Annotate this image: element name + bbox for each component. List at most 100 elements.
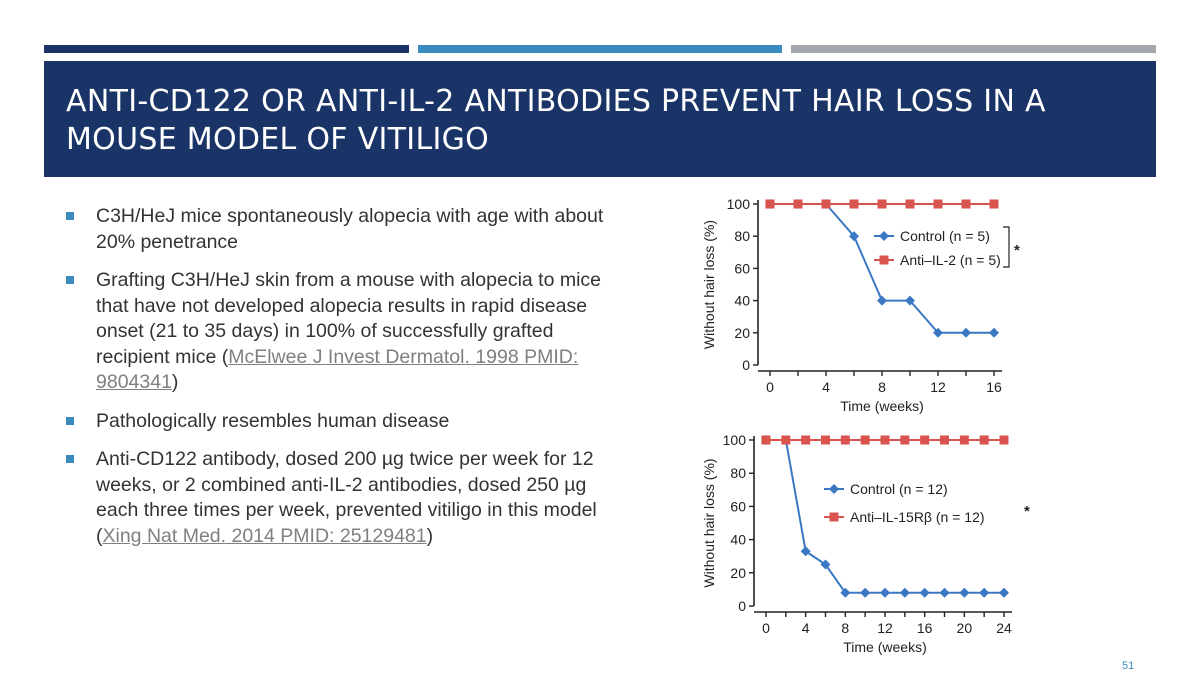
data-point — [999, 435, 1009, 445]
y-tick-label: 60 — [734, 260, 750, 276]
data-point — [765, 199, 775, 209]
significance-bracket — [1003, 226, 1010, 268]
y-tick-label: 60 — [730, 498, 746, 514]
data-point — [880, 435, 890, 445]
hair-loss-chart-il2: 0 20 40 60 80 100 0 4 8 12 16 Time (weeks) Without h… — [698, 185, 1030, 417]
data-point — [821, 199, 831, 209]
data-point — [961, 327, 971, 338]
accent-bar-blue — [418, 45, 782, 53]
data-point — [905, 199, 915, 209]
slide-title: ANTI-CD122 OR ANTI-IL-2 ANTIBODIES PREVE… — [66, 84, 1046, 157]
x-tick-label: 16 — [986, 379, 1002, 395]
data-point — [989, 327, 999, 338]
data-point — [959, 435, 969, 445]
legend-marker — [829, 512, 839, 522]
data-point — [919, 587, 930, 598]
bullet-item: C3H/HeJ mice spontaneously alopecia with… — [66, 204, 606, 255]
data-point — [800, 546, 811, 557]
data-point — [939, 587, 950, 598]
data-point — [979, 435, 989, 445]
data-point — [821, 435, 830, 445]
bullet-item: Grafting C3H/HeJ skin from a mouse with … — [66, 268, 606, 396]
data-point — [793, 199, 803, 209]
data-point — [877, 199, 887, 209]
citation-link[interactable]: McElwee J Invest Dermatol. 1998 PMID: 98… — [96, 345, 579, 394]
bullet-text: C3H/HeJ mice spontaneously alopecia with… — [96, 205, 604, 253]
x-tick-label: 12 — [877, 620, 893, 636]
data-point — [849, 199, 859, 209]
data-point — [959, 587, 970, 598]
series-line — [770, 203, 994, 334]
legend-marker — [829, 484, 839, 494]
bullet-square-icon — [66, 455, 74, 463]
bullet-item: Pathologically resembles human disease — [66, 409, 606, 435]
data-point — [940, 435, 949, 445]
y-tick-label: 0 — [742, 357, 750, 373]
legend-marker — [879, 255, 889, 265]
chart-svg-il15rb: 0 20 40 60 80 100 0 4 8 12 16 20 24 Time (weeks) Witho… — [701, 432, 1042, 655]
bullet-square-icon — [66, 212, 74, 220]
x-tick-label: 8 — [878, 379, 886, 395]
data-point — [849, 231, 859, 242]
data-point — [979, 587, 990, 598]
y-tick-label: 40 — [734, 293, 750, 309]
legend-label: Control (n = 12) — [850, 481, 948, 497]
data-point — [860, 587, 871, 598]
citation-link[interactable]: Xing Nat Med. 2014 PMID: 25129481 — [102, 524, 427, 547]
bullet-text: Pathologically resembles human disease — [96, 409, 450, 432]
data-point — [961, 199, 971, 209]
legend-marker — [879, 231, 889, 241]
data-point — [933, 199, 943, 209]
y-tick-label: 0 — [738, 598, 746, 614]
y-axis-label: Without hair loss (%) — [701, 458, 717, 587]
x-tick-label: 4 — [802, 620, 810, 636]
legend-label: Anti–IL-2 (n = 5) — [900, 252, 1001, 268]
title-band: ANTI-CD122 OR ANTI-IL-2 ANTIBODIES PREVE… — [44, 61, 1156, 177]
hair-loss-chart-il15rb: 0 20 40 60 80 100 0 4 8 12 16 20 24 Time (weeks) Witho… — [698, 430, 1042, 660]
x-tick-label: 24 — [996, 620, 1012, 636]
data-point — [920, 435, 930, 445]
data-point — [761, 435, 771, 445]
x-tick-label: 20 — [957, 620, 973, 636]
x-tick-label: 12 — [930, 379, 946, 395]
data-point — [900, 435, 910, 445]
data-point — [999, 587, 1009, 598]
legend-label: Control (n = 5) — [900, 228, 990, 244]
significance-label: * — [1014, 242, 1020, 259]
bullet-text: Grafting C3H/HeJ skin from a mouse with … — [96, 269, 602, 368]
data-point — [840, 435, 850, 445]
data-point — [781, 435, 791, 445]
y-tick-label: 20 — [734, 325, 750, 341]
data-point — [820, 559, 831, 570]
x-tick-label: 16 — [917, 620, 933, 636]
bullet-square-icon — [66, 416, 74, 425]
data-point — [877, 295, 887, 306]
x-tick-label: 0 — [766, 379, 774, 395]
y-tick-label: 100 — [727, 196, 751, 212]
bullet-text: Anti-CD122 antibody, dosed 200 µg twice … — [96, 448, 597, 547]
y-axis-label: Without hair loss (%) — [701, 220, 717, 349]
y-tick-label: 80 — [730, 465, 746, 481]
x-tick-label: 0 — [762, 620, 770, 636]
bullet-text-tail: ) — [171, 371, 179, 393]
data-point — [840, 587, 851, 598]
bullet-item: Anti-CD122 antibody, dosed 200 µg twice … — [66, 447, 606, 549]
bullet-square-icon — [66, 276, 74, 284]
data-point — [905, 295, 915, 306]
data-point — [860, 435, 870, 445]
bullet-text-tail: ) — [426, 524, 434, 547]
legend-label: Anti–IL-15Rβ (n = 12) — [850, 509, 985, 525]
page-number: 51 — [1122, 660, 1135, 672]
significance-label: *** — [1024, 503, 1030, 520]
y-tick-label: 80 — [734, 228, 750, 244]
x-axis-label: Time (weeks) — [840, 398, 924, 414]
y-tick-label: 100 — [723, 432, 747, 448]
x-axis-label: Time (weeks) — [843, 639, 927, 655]
bullet-list: C3H/HeJ mice spontaneously alopecia with… — [66, 204, 606, 562]
x-tick-label: 4 — [822, 379, 830, 395]
y-tick-label: 20 — [730, 565, 746, 581]
data-point — [899, 587, 910, 598]
data-point — [989, 199, 999, 209]
y-tick-label: 40 — [730, 532, 746, 548]
accent-bar-navy — [44, 45, 409, 53]
